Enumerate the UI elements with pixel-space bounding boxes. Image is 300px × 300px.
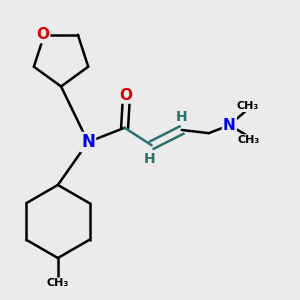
- Text: N: N: [223, 118, 236, 133]
- Text: N: N: [81, 133, 95, 151]
- Text: CH₃: CH₃: [47, 278, 69, 288]
- Text: CH₃: CH₃: [238, 135, 260, 145]
- Text: CH₃: CH₃: [236, 101, 259, 111]
- Text: O: O: [36, 27, 49, 42]
- Text: H: H: [176, 110, 188, 124]
- Text: O: O: [120, 88, 133, 103]
- Text: H: H: [144, 152, 156, 166]
